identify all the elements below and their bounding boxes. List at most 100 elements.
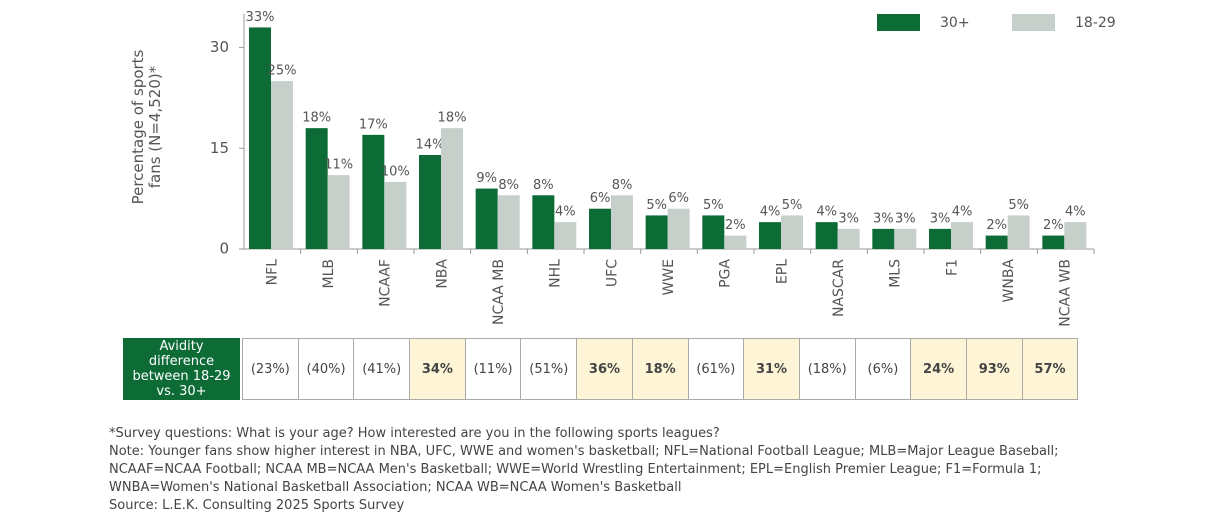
- x-tick-label: NCAA MB: [491, 259, 507, 325]
- value-label: 6%: [668, 191, 689, 206]
- note: Source: L.E.K. Consulting 2025 Sports Su…: [109, 498, 405, 513]
- bar: [271, 81, 293, 250]
- legend-label: 18-29: [1075, 15, 1116, 31]
- bar: [724, 235, 747, 249]
- bar: [532, 195, 555, 249]
- bar: [327, 175, 350, 249]
- notes: *Survey questions: What is your age? How…: [109, 425, 1109, 515]
- x-tick-label: F1: [944, 259, 960, 276]
- bar: [759, 222, 781, 249]
- x-tick-label: NFL: [264, 259, 280, 286]
- table-cell: 34%: [409, 338, 466, 400]
- y-tick-label: 15: [210, 139, 229, 157]
- value-label: 6%: [590, 191, 611, 206]
- bar: [554, 222, 577, 249]
- x-tick-label: NCAAF: [378, 259, 394, 307]
- value-label: 10%: [381, 164, 410, 179]
- table-cell: (6%): [854, 338, 912, 400]
- bar: [1064, 222, 1087, 249]
- x-tick-label: NBA: [434, 259, 450, 289]
- bar: [645, 215, 668, 249]
- table-cell: (41%): [353, 338, 411, 400]
- value-label: 25%: [268, 64, 297, 79]
- value-label: 2%: [1043, 218, 1064, 233]
- table-cell: (61%): [687, 338, 745, 400]
- bar: [497, 195, 520, 249]
- bar: [781, 215, 803, 249]
- value-label: 4%: [555, 205, 576, 220]
- value-label: 8%: [612, 178, 633, 193]
- table-cell: 57%: [1021, 338, 1079, 400]
- note: *Survey questions: What is your age? How…: [109, 426, 720, 441]
- value-label: 3%: [873, 211, 894, 226]
- x-tick-label: EPL: [774, 259, 790, 284]
- table-header: Avidity difference between 18-29 vs. 30+: [123, 338, 240, 400]
- value-label: 4%: [952, 205, 973, 220]
- bar: [894, 228, 917, 249]
- bar: [475, 188, 498, 249]
- x-tick-label: WNBA: [1001, 259, 1017, 303]
- bar: [985, 235, 1008, 249]
- x-tick-label: MLS: [888, 259, 904, 288]
- bar: [384, 181, 407, 249]
- bar: [702, 215, 725, 249]
- bar: [667, 208, 690, 249]
- y-axis-label: Percentage of sports fans (N=4,520)*: [129, 49, 164, 205]
- table-cell: (23%): [242, 338, 299, 400]
- bar: [1007, 215, 1030, 249]
- value-label: 8%: [533, 178, 554, 193]
- value-label: 4%: [1065, 205, 1086, 220]
- x-tick-label: NASCAR: [831, 259, 847, 317]
- legend-label: 30+: [940, 15, 970, 31]
- value-label: 5%: [646, 198, 667, 213]
- value-label: 5%: [782, 198, 803, 213]
- table-cell: (51%): [520, 338, 578, 400]
- x-tick-label: NCAA WB: [1058, 259, 1074, 327]
- table-cell: 31%: [743, 338, 800, 400]
- value-label: 8%: [498, 178, 519, 193]
- bar: [441, 128, 463, 249]
- y-tick-label: 30: [210, 38, 229, 56]
- bar: [929, 228, 951, 249]
- table-cell: (11%): [464, 338, 522, 400]
- value-label: 4%: [816, 205, 837, 220]
- avidity-table: Avidity difference between 18-29 vs. 30+…: [123, 338, 1079, 400]
- bar: [611, 195, 633, 249]
- value-label: 2%: [986, 218, 1007, 233]
- bar: [589, 208, 611, 249]
- value-label: 33%: [246, 10, 275, 25]
- legend-swatch: [1012, 14, 1055, 31]
- bar: [815, 222, 838, 249]
- bar: [951, 222, 973, 249]
- value-label: 14%: [416, 138, 445, 153]
- value-label: 4%: [760, 205, 781, 220]
- bar: [249, 27, 271, 249]
- bar: [362, 134, 385, 249]
- x-tick-label: WWE: [661, 259, 677, 296]
- bar: [419, 155, 441, 249]
- table-cell: 93%: [965, 338, 1023, 400]
- x-tick-label: MLB: [321, 259, 337, 288]
- value-label: 2%: [725, 218, 746, 233]
- value-label: 3%: [838, 211, 859, 226]
- value-label: 5%: [1008, 198, 1029, 213]
- bar: [837, 228, 860, 249]
- bar: [305, 128, 328, 249]
- table-cell: (40%): [297, 338, 355, 400]
- x-tick-label: NHL: [548, 259, 564, 288]
- value-label: 3%: [930, 211, 951, 226]
- bar: [872, 228, 895, 249]
- value-label: 18%: [302, 111, 331, 126]
- x-tick-label: UFC: [604, 259, 620, 287]
- x-tick-label: PGA: [718, 259, 734, 288]
- table-cell: 18%: [631, 338, 689, 400]
- legend-swatch: [877, 14, 920, 31]
- table-cell: 24%: [910, 338, 967, 400]
- value-label: 18%: [438, 111, 467, 126]
- note: Note: Younger fans show higher interest …: [109, 444, 1059, 495]
- value-label: 5%: [703, 198, 724, 213]
- value-label: 3%: [895, 211, 916, 226]
- value-label: 11%: [324, 158, 353, 173]
- bar: [1042, 235, 1065, 249]
